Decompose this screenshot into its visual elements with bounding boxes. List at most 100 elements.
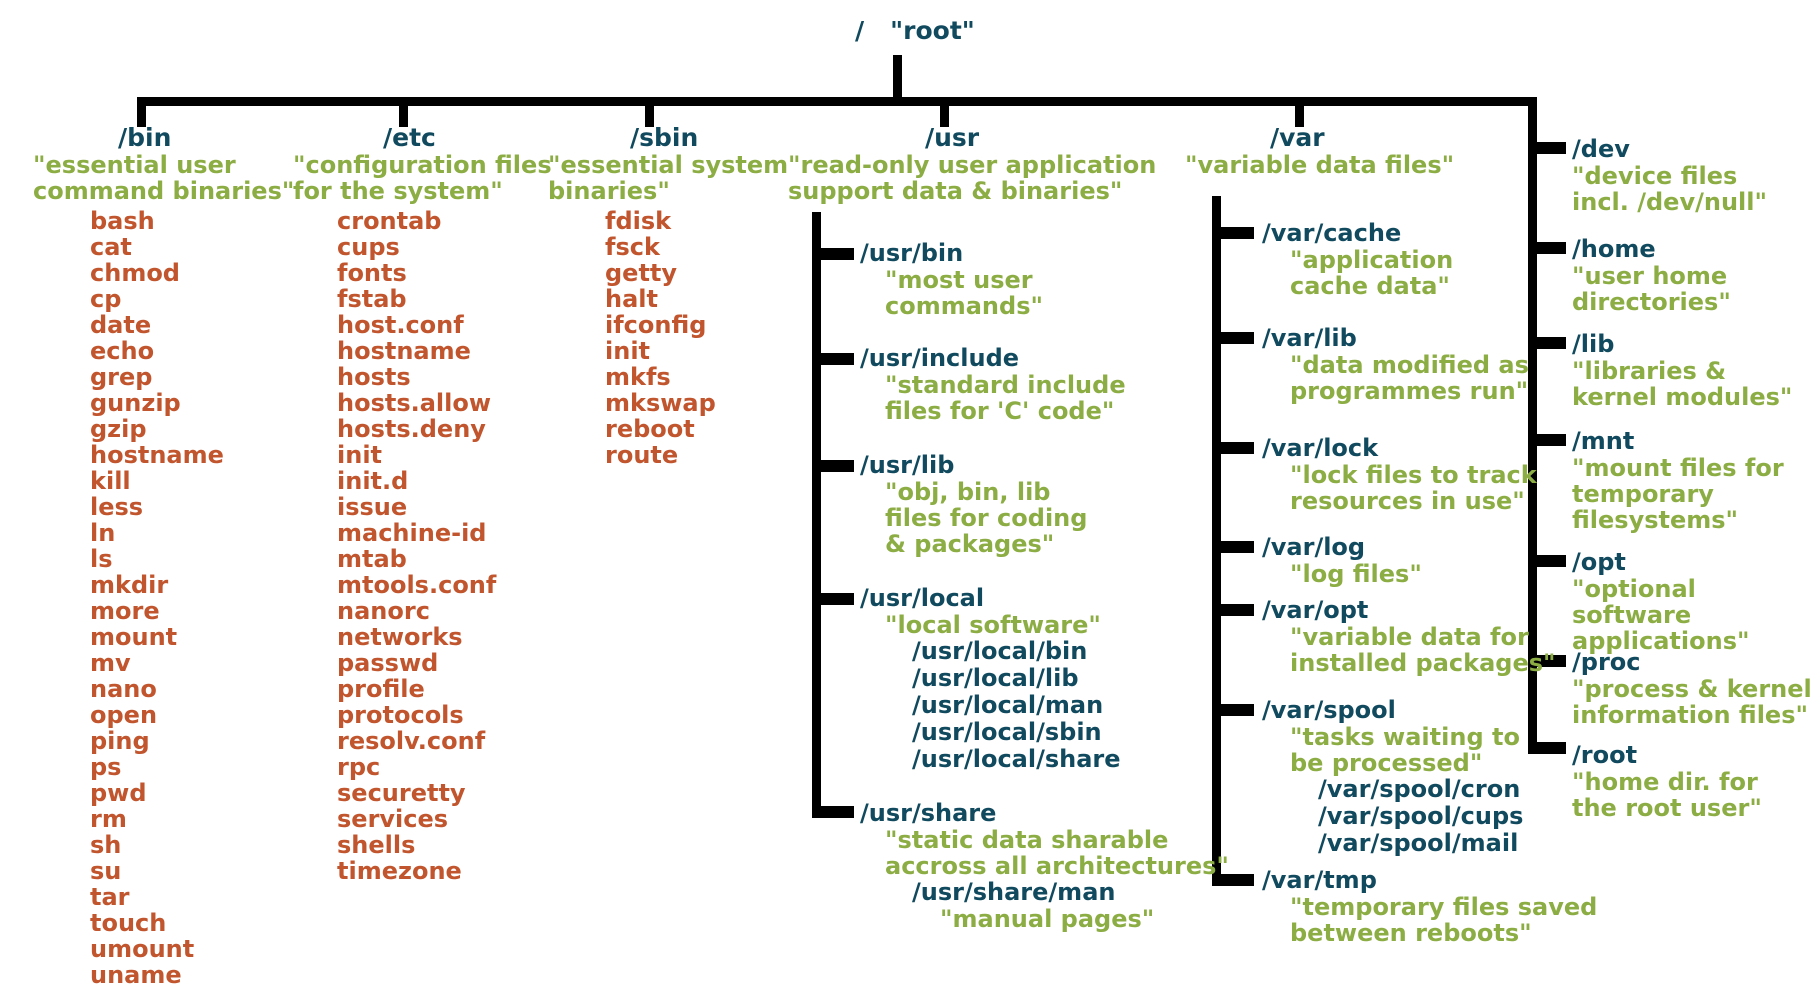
subdir-label: /var/lib: [1262, 324, 1357, 352]
file-item: mtab: [337, 545, 407, 573]
file-item: machine-id: [337, 519, 487, 547]
column-usr: /usr "read-only user application support…: [788, 123, 1157, 205]
subdir-label: /usr/bin: [860, 239, 964, 267]
file-item: crontab: [337, 207, 442, 235]
subdir-desc: "lock files to track resources in use": [1290, 461, 1537, 515]
file-item: services: [337, 805, 449, 833]
var-child-block: /var/log "log files": [1262, 534, 1422, 588]
tree-stub-sbin: [645, 97, 654, 127]
subsubdir-label: /usr/local/man: [912, 691, 1104, 719]
tree-branch-tick: [1212, 332, 1254, 344]
file-item: networks: [337, 623, 463, 651]
var-child-block: /var/spool "tasks waiting to be processed…: [1262, 697, 1523, 857]
subdir-desc: "optional software applications": [1572, 575, 1750, 655]
file-item: rpc: [337, 753, 381, 781]
tree-stub-bin: [137, 97, 146, 127]
var-child-block: /var/cache "application cache data": [1262, 219, 1453, 300]
subsubdir-desc: "manual pages": [940, 905, 1155, 933]
subsubdir-label: /var/spool/cups: [1318, 802, 1524, 830]
file-item: profile: [337, 675, 425, 703]
tree-stub-root: [893, 55, 902, 97]
file-item: echo: [90, 337, 155, 365]
subdir-desc: "log files": [1290, 560, 1422, 588]
column-etc: /etc "configuration files for the system…: [293, 124, 552, 885]
file-item: mkfs: [605, 363, 671, 391]
var-child-block: /var/lock "lock files to track resources …: [1262, 434, 1537, 515]
file-item: nano: [90, 675, 157, 703]
tree-branch-tick: [1212, 442, 1254, 454]
dir-usr-label: /usr: [925, 123, 980, 152]
file-item: grep: [90, 363, 153, 391]
subdir-label: /root: [1572, 741, 1638, 769]
dir-etc-files: crontab cups fonts fstab host.conf hostname ho…: [337, 208, 552, 884]
file-item: mtools.conf: [337, 571, 497, 599]
file-item: su: [90, 857, 122, 885]
dir-var-desc: "variable data files": [1185, 151, 1455, 179]
subdir-desc: "mount files for temporary filesystems": [1572, 454, 1784, 534]
file-item: mkdir: [90, 571, 169, 599]
file-item: init: [605, 337, 651, 365]
subdir-desc: "user home directories": [1572, 262, 1731, 316]
subdir-desc: "obj, bin, lib files for coding & packag…: [885, 478, 1088, 558]
tree-branch-tick: [1528, 555, 1566, 567]
subdir-label: /home: [1572, 235, 1656, 263]
subdir-label: /var/lock: [1262, 434, 1379, 462]
tree-rail-usr: [812, 212, 821, 818]
tree-branch-tick: [812, 806, 854, 818]
tree-branch-tick: [812, 353, 854, 365]
file-item: cp: [90, 285, 122, 313]
file-item: uname: [90, 961, 182, 989]
file-item: nanorc: [337, 597, 430, 625]
file-item: tar: [90, 883, 130, 911]
dir-etc-desc: "configuration files for the system": [293, 151, 552, 205]
subdir-desc: "standard include files for 'C' code": [885, 371, 1126, 425]
dir-sbin-desc: "essential system binaries": [548, 151, 789, 205]
subdir-label: /var/opt: [1262, 596, 1369, 624]
file-item: issue: [337, 493, 408, 521]
file-item: fdisk: [605, 207, 672, 235]
file-item: timezone: [337, 857, 462, 885]
usr-child-block: /usr/include "standard include files for …: [860, 345, 1126, 425]
subsubdir-label: /usr/share/man: [912, 878, 1116, 906]
tree-branch-tick: [1212, 604, 1254, 616]
root-child-block: /proc "process & kernel information files…: [1572, 649, 1812, 729]
subdir-desc: "local software": [885, 611, 1101, 639]
subsubdir-label: /usr/local/share: [912, 745, 1121, 773]
dir-bin-files: bash cat chmod cp date echo grep gunzip gzip host…: [90, 208, 294, 988]
tree-branch-tick: [1528, 434, 1566, 446]
tree-branch-tick: [812, 593, 854, 605]
file-item: securetty: [337, 779, 466, 807]
subsubdir-label: /usr/local/bin: [912, 637, 1088, 665]
subdir-label: /lib: [1572, 330, 1615, 358]
file-item: gzip: [90, 415, 147, 443]
file-item: hostname: [90, 441, 224, 469]
tree-branch-tick: [1212, 227, 1254, 239]
dir-bin-label: /bin: [118, 123, 172, 152]
root-child-block: /lib "libraries & kernel modules": [1572, 330, 1792, 411]
file-item: kill: [90, 467, 131, 495]
subdir-desc: "tasks waiting to be processed": [1290, 723, 1520, 777]
subdir-label: /mnt: [1572, 427, 1635, 455]
file-item: more: [90, 597, 160, 625]
file-item: less: [90, 493, 144, 521]
subdir-label: /dev: [1572, 135, 1630, 163]
file-item: hostname: [337, 337, 471, 365]
subdir-label: /var/cache: [1262, 219, 1402, 247]
subdir-desc: "data modified as programmes run": [1290, 351, 1529, 405]
file-item: cat: [90, 233, 132, 261]
file-item: date: [90, 311, 152, 339]
dir-usr-desc: "read-only user application support data…: [788, 151, 1157, 205]
file-item: passwd: [337, 649, 439, 677]
tree-branch-tick: [1212, 541, 1254, 553]
usr-child-block: /usr/lib "obj, bin, lib files for coding …: [860, 452, 1088, 558]
file-item: hosts: [337, 363, 411, 391]
root-child-block: /home "user home directories": [1572, 235, 1731, 316]
subsubdir-label: /usr/local/sbin: [912, 718, 1102, 746]
file-item: open: [90, 701, 158, 729]
subdir-desc: "static data sharable accross all archit…: [885, 826, 1229, 880]
root-child-block: /root "home dir. for the root user": [1572, 741, 1762, 822]
subdir-label: /opt: [1572, 548, 1626, 576]
tree-stub-usr: [940, 97, 949, 127]
subdir-label: /var/spool: [1262, 696, 1396, 724]
file-item: shells: [337, 831, 416, 859]
